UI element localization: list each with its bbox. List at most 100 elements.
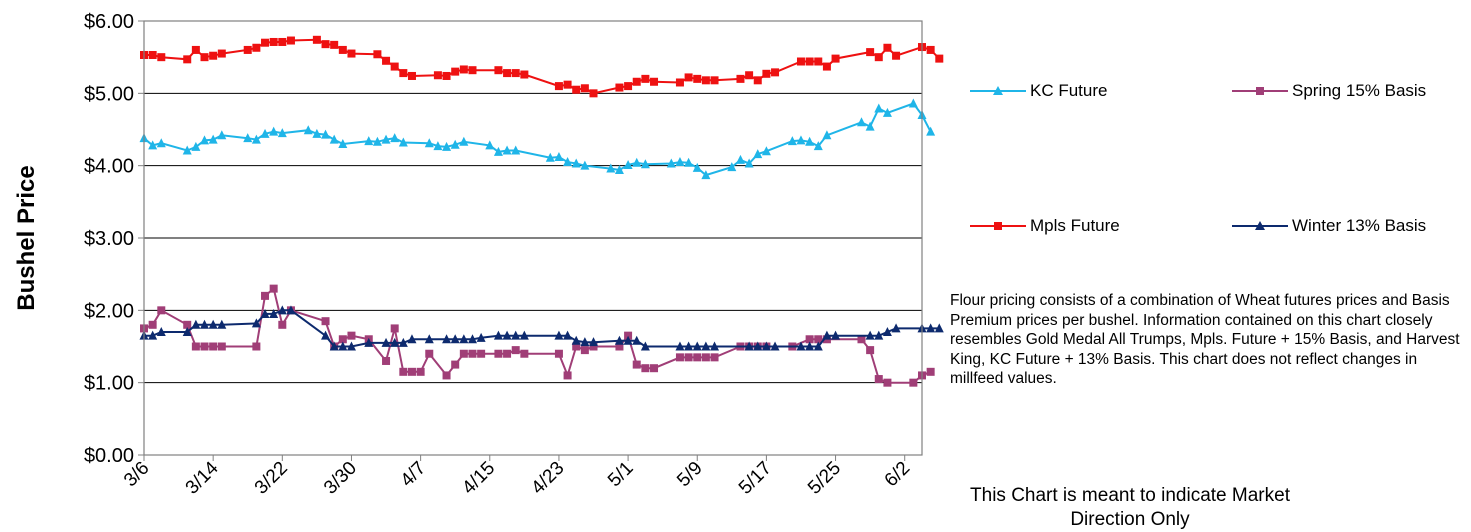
data-point (157, 53, 166, 62)
data-point (399, 367, 408, 376)
data-point (338, 45, 347, 54)
data-point (580, 84, 589, 93)
y-tick-label: $1.00 (84, 373, 134, 395)
data-point (710, 76, 719, 85)
data-point (805, 57, 814, 66)
series-line (143, 102, 932, 177)
data-point (148, 330, 158, 340)
data-point (684, 341, 694, 351)
data-point (761, 146, 771, 156)
data-point (390, 62, 399, 71)
data-point (892, 51, 901, 60)
data-point (511, 330, 521, 340)
data-point (805, 136, 815, 146)
data-point (805, 335, 814, 344)
data-point (321, 40, 330, 49)
data-point (580, 346, 589, 355)
data-point (191, 342, 200, 351)
y-axis-ticks: $0.00 $1.00 $2.00 $3.00 $4.00 $5.00 $6.00 (84, 11, 144, 467)
data-point (321, 129, 331, 139)
plot-area-frame (143, 20, 923, 456)
data-point (675, 157, 685, 167)
data-point (200, 342, 209, 351)
data-point (796, 135, 806, 145)
data-point (710, 353, 719, 362)
y-tick-label: $5.00 (84, 83, 134, 105)
data-point (503, 69, 512, 78)
data-point (640, 341, 650, 351)
data-point (684, 353, 693, 362)
legend-label: Mpls Future (1030, 216, 1120, 235)
data-point (675, 341, 685, 351)
data-point (511, 346, 520, 355)
data-point (874, 103, 884, 113)
data-point (580, 160, 590, 170)
data-point (632, 77, 641, 86)
data-point (866, 346, 875, 355)
data-point (572, 85, 581, 94)
data-point (624, 331, 633, 340)
data-point (554, 330, 564, 340)
data-point (442, 71, 451, 80)
data-point (338, 138, 348, 148)
data-point (191, 45, 200, 54)
data-point (762, 69, 771, 78)
data-point (882, 107, 892, 117)
data-point (615, 83, 624, 92)
data-point (424, 334, 434, 344)
data-point (934, 323, 944, 333)
data-point (572, 342, 581, 351)
data-point (874, 375, 883, 384)
data-point (191, 141, 201, 151)
data-point (874, 330, 884, 340)
data-point (675, 78, 684, 87)
data-point (459, 65, 468, 74)
data-point (503, 349, 512, 358)
data-point (520, 70, 529, 79)
data-point (692, 341, 702, 351)
data-point (624, 82, 633, 91)
data-point (459, 334, 469, 344)
data-point (209, 51, 218, 60)
data-point (693, 74, 702, 83)
data-point (261, 291, 270, 300)
y-tick-label: $2.00 (84, 300, 134, 322)
data-point (554, 82, 563, 91)
data-point (148, 140, 158, 150)
x-tick-label: 3/30 (320, 458, 361, 499)
data-point (926, 126, 936, 136)
data-point (217, 49, 226, 58)
data-point (520, 349, 529, 358)
data-point (329, 134, 339, 144)
data-point (822, 330, 832, 340)
data-point (519, 330, 529, 340)
data-point (269, 126, 279, 136)
y-tick-label: $4.00 (84, 156, 134, 178)
x-tick-label: 4/23 (527, 458, 568, 499)
data-point (217, 342, 226, 351)
data-point (563, 157, 573, 167)
data-point (813, 141, 823, 151)
data-point (641, 364, 650, 373)
chart-note: Flour pricing consists of a combination … (950, 292, 1460, 387)
data-point (459, 349, 468, 358)
data-point (623, 159, 633, 169)
data-point (191, 319, 201, 329)
data-point (813, 341, 823, 351)
legend-marker (1232, 221, 1288, 230)
data-point (330, 40, 339, 49)
legend-label: Spring 15% Basis (1292, 81, 1427, 100)
legend-item-mpls-future: Mpls Future (970, 215, 1120, 237)
data-point (822, 130, 832, 140)
x-tick-label: 5/1 (604, 458, 638, 492)
y-axis-label: Bushel Price (13, 165, 40, 310)
data-point (416, 367, 425, 376)
data-point (563, 80, 572, 89)
x-tick-label: 3/14 (182, 457, 223, 498)
data-point (303, 125, 313, 135)
data-point (200, 319, 210, 329)
data-point (156, 327, 166, 337)
data-point (347, 49, 356, 58)
data-point (261, 38, 270, 47)
data-point (329, 341, 339, 351)
